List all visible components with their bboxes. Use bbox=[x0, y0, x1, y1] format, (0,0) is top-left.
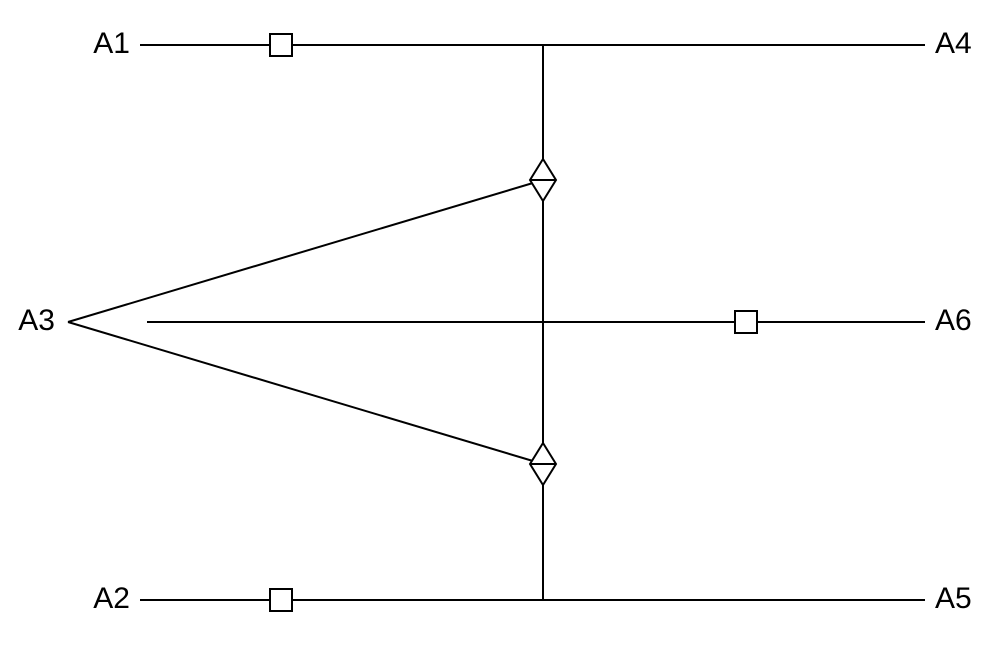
diamond-upper bbox=[530, 159, 556, 201]
label-A1: A1 bbox=[93, 27, 130, 60]
label-A6: A6 bbox=[935, 304, 972, 337]
label-A5: A5 bbox=[935, 582, 972, 615]
square-a6 bbox=[735, 311, 757, 333]
label-group: A1 A2 A3 A4 A5 A6 bbox=[18, 27, 971, 615]
label-A4: A4 bbox=[935, 27, 972, 60]
label-A3: A3 bbox=[18, 304, 55, 337]
diag-lower bbox=[68, 322, 543, 464]
diamond-lower bbox=[530, 443, 556, 485]
label-A2: A2 bbox=[93, 582, 130, 615]
square-a1 bbox=[270, 34, 292, 56]
edge-group bbox=[68, 45, 925, 600]
diag-upper bbox=[68, 180, 543, 322]
square-a2 bbox=[270, 589, 292, 611]
circuit-diagram: A1 A2 A3 A4 A5 A6 bbox=[0, 0, 1000, 647]
